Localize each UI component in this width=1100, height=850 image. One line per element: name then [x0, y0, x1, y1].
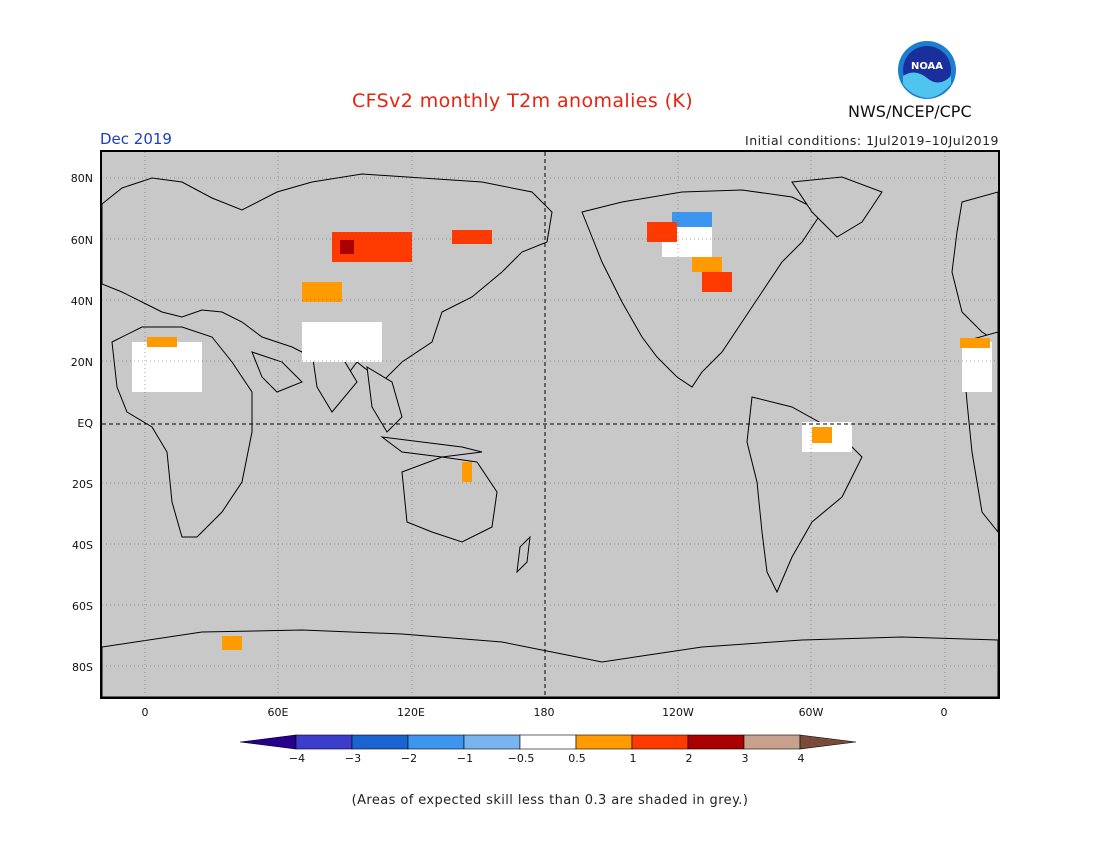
lat-label: 80S [72, 661, 93, 674]
agency-label: NWS/NCEP/CPC [848, 102, 972, 121]
colorbar-label: −2 [400, 752, 418, 765]
lat-label: 20N [70, 356, 93, 369]
colorbar-label: 1 [629, 752, 637, 765]
colorbar-label: 4 [797, 752, 805, 765]
colorbar-segment [631, 734, 689, 750]
lon-label: 180 [533, 706, 555, 719]
footnote: (Areas of expected skill less than 0.3 a… [351, 793, 749, 808]
colorbar-segment [463, 734, 521, 750]
colorbar-label: 0.5 [568, 752, 586, 765]
colorbar-label: −1 [456, 752, 474, 765]
world-map [102, 152, 998, 697]
colorbar-label: 3 [741, 752, 749, 765]
forecast-month: Dec 2019 [100, 130, 172, 148]
gridlines [102, 152, 998, 697]
colorbar-label: −4 [288, 752, 306, 765]
lat-label: 20S [72, 478, 93, 491]
lon-label: 120E [397, 706, 425, 719]
colorbar-segment [575, 734, 633, 750]
colorbar-segment [240, 734, 297, 750]
colorbar-label: −0.5 [507, 752, 535, 765]
initial-conditions: Initial conditions: 1Jul2019–10Jul2019 [745, 133, 999, 148]
lon-label: 60E [267, 706, 289, 719]
logo-text: NOAA [911, 61, 943, 72]
map-panel [100, 150, 1000, 699]
noaa-logo: NOAA [898, 41, 956, 99]
colorbar-label: −3 [344, 752, 362, 765]
colorbar-segment [743, 734, 801, 750]
lat-label: 40S [72, 539, 93, 552]
lat-label: 40N [70, 295, 93, 308]
lat-label: 60N [70, 234, 93, 247]
colorbar-segment [687, 734, 745, 750]
colorbar-segment [351, 734, 409, 750]
chart-title: CFSv2 monthly T2m anomalies (K) [352, 90, 694, 112]
colorbar [240, 734, 857, 750]
lon-label: 0 [940, 706, 948, 719]
colorbar-segment [407, 734, 465, 750]
lon-label: 60W [798, 706, 824, 719]
colorbar-segment [799, 734, 857, 750]
lat-label: EQ [77, 417, 93, 430]
lat-label: 80N [70, 172, 93, 185]
anomaly-patches [132, 212, 992, 650]
coastlines [102, 173, 998, 697]
lat-label: 60S [72, 600, 93, 613]
colorbar-segment [295, 734, 353, 750]
lon-label: 0 [141, 706, 149, 719]
colorbar-segment [519, 734, 577, 750]
colorbar-label: 2 [685, 752, 693, 765]
lon-label: 120W [662, 706, 694, 719]
